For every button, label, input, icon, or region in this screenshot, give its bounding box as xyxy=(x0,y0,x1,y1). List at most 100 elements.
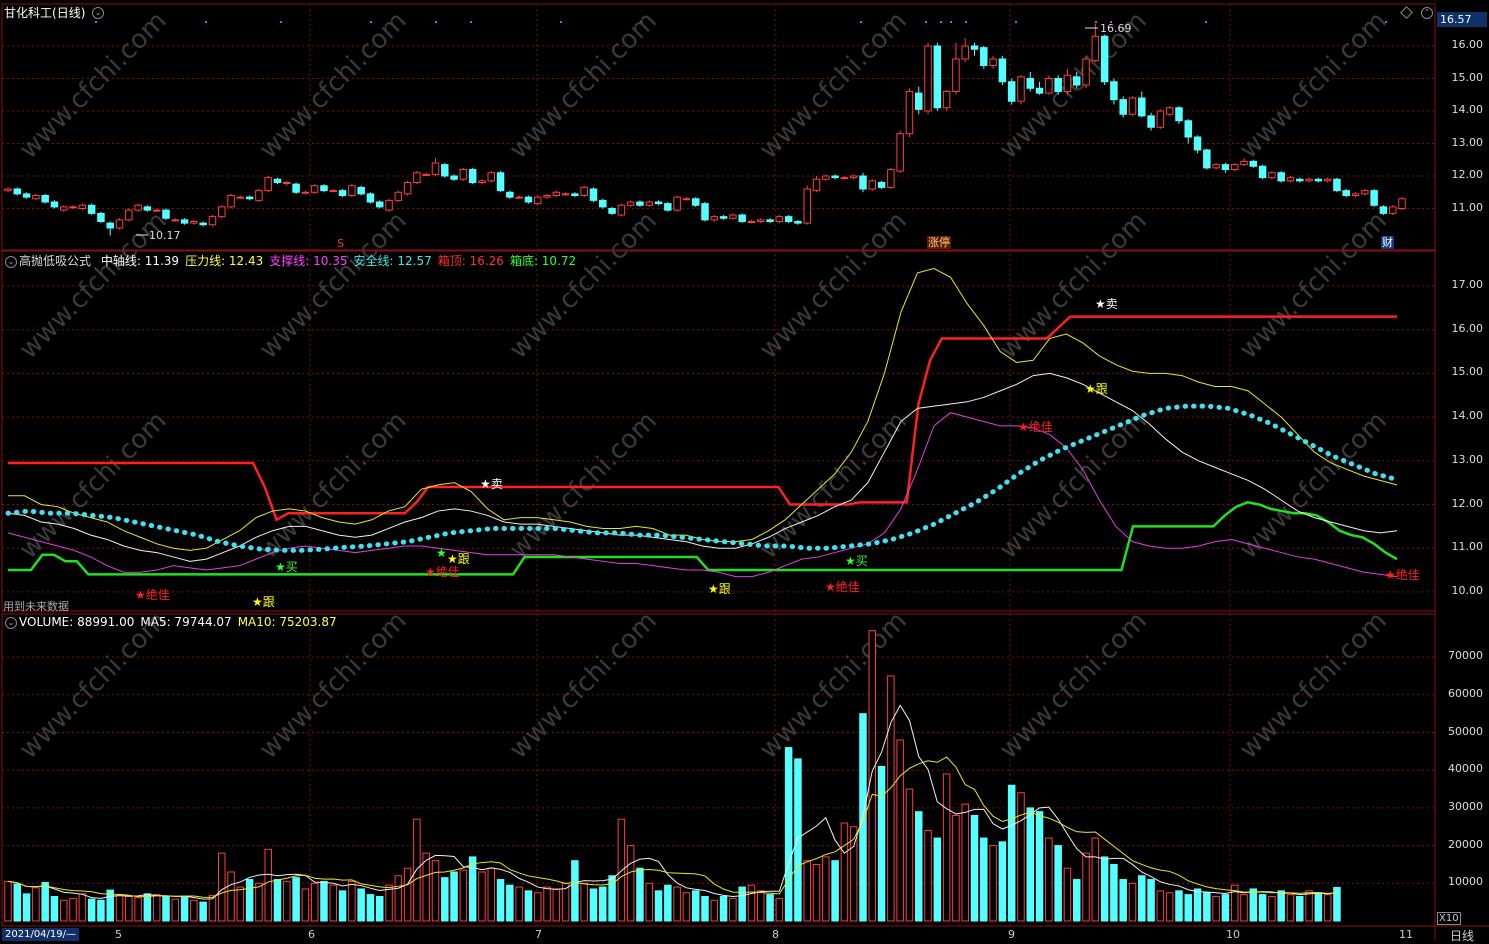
main-panel-settings-icon[interactable]: ⌄ xyxy=(92,7,104,19)
marker-financial[interactable]: 财 xyxy=(1381,236,1394,249)
volume-bar xyxy=(125,895,133,922)
box-top-line xyxy=(8,315,1397,522)
candle xyxy=(561,192,570,196)
candle xyxy=(338,189,347,198)
volume-bar xyxy=(4,880,12,922)
marker-s[interactable]: S xyxy=(337,237,344,250)
candle xyxy=(171,218,180,222)
marker-limit-up[interactable]: 涨停 xyxy=(927,236,951,249)
candle xyxy=(236,195,245,199)
candle xyxy=(989,55,997,69)
candle xyxy=(468,167,477,185)
indicator-tick: 15.00 xyxy=(1451,365,1484,379)
candle xyxy=(1258,164,1267,180)
signal-marker[interactable]: ★卖 xyxy=(1095,297,1118,311)
signal-marker[interactable]: ★跟 xyxy=(708,582,731,596)
volume-bar xyxy=(413,818,421,922)
candle xyxy=(41,193,49,204)
period-selector[interactable]: 日线 xyxy=(1450,929,1475,943)
svg-text:www.cfchi.com: www.cfchi.com xyxy=(254,6,413,165)
volume-bar xyxy=(515,886,523,922)
candle xyxy=(450,174,458,181)
collapse-icon[interactable]: ⌃ xyxy=(1421,7,1433,19)
volume-bar xyxy=(152,894,161,922)
signal-marker[interactable]: ★买 xyxy=(845,554,868,568)
candle xyxy=(1351,192,1360,198)
high-price-label: 16.69 xyxy=(1100,22,1132,35)
signal-marker[interactable]: ★绝佳 xyxy=(1018,420,1053,434)
candle xyxy=(1323,177,1332,183)
candle xyxy=(87,203,96,215)
signal-marker[interactable]: ★绝佳 xyxy=(1385,568,1420,582)
volume-bar xyxy=(180,896,189,922)
candle xyxy=(134,203,142,212)
signal-marker[interactable]: ★跟 xyxy=(447,552,470,566)
candle xyxy=(125,208,133,222)
svg-text:www.cfchi.com: www.cfchi.com xyxy=(254,406,413,565)
candle xyxy=(487,171,496,183)
volume-bar xyxy=(431,860,440,922)
candle xyxy=(1026,72,1035,92)
candle xyxy=(868,179,877,191)
indicator-value-1: 压力线: 12.43 xyxy=(185,254,264,268)
candle xyxy=(747,219,756,224)
candle xyxy=(283,180,291,186)
volume-bar xyxy=(738,886,746,922)
volume-bar xyxy=(803,860,811,922)
candle xyxy=(1119,96,1127,118)
middle-axis-line xyxy=(7,372,1398,562)
signal-marker[interactable]: ★跟 xyxy=(252,595,275,609)
signal-marker[interactable]: ★卖 xyxy=(480,477,503,491)
candle xyxy=(1100,34,1109,85)
volume-bar xyxy=(1249,888,1258,922)
candle xyxy=(1147,112,1155,131)
signal-marker[interactable]: ★买 xyxy=(275,560,298,574)
candle xyxy=(375,200,384,209)
candle xyxy=(13,187,22,196)
volume-bar xyxy=(273,879,282,922)
volume-bar xyxy=(422,852,430,922)
volume-bar xyxy=(199,901,207,922)
volume-bar xyxy=(710,899,719,922)
indicator-settings-icon[interactable]: ⌄ xyxy=(5,256,17,268)
candle xyxy=(784,215,793,224)
volume-bar xyxy=(190,899,198,922)
candle xyxy=(636,200,644,207)
candle xyxy=(329,189,338,193)
svg-text:www.cfchi.com: www.cfchi.com xyxy=(1234,6,1393,165)
signal-marker[interactable]: ★跟 xyxy=(1085,382,1108,396)
candle xyxy=(608,206,616,215)
candle xyxy=(506,190,514,199)
month-tick: 6 xyxy=(308,928,315,941)
svg-text:www.cfchi.com: www.cfchi.com xyxy=(504,606,663,765)
price-tick: 11.00 xyxy=(1451,200,1484,214)
candle xyxy=(1388,205,1397,215)
volume-bar xyxy=(682,892,691,922)
volume-bar xyxy=(1212,895,1220,922)
volume-bar xyxy=(849,826,858,922)
volume-settings-icon[interactable]: ⌄ xyxy=(5,617,17,629)
candle xyxy=(710,215,719,222)
candle xyxy=(589,187,598,202)
volume-bar xyxy=(1054,845,1062,922)
indicator-tick: 14.00 xyxy=(1451,409,1484,423)
signal-marker[interactable]: ★绝佳 xyxy=(135,588,170,602)
candle xyxy=(1314,177,1323,183)
volume-bar xyxy=(980,837,988,922)
signal-marker[interactable]: ★ xyxy=(436,546,447,560)
candle xyxy=(775,215,784,224)
volume-bar xyxy=(1193,888,1202,922)
candle xyxy=(738,213,746,224)
volume-tick: 70000 xyxy=(1448,649,1483,663)
candle xyxy=(4,187,12,193)
candle xyxy=(245,195,254,201)
volume-bar xyxy=(227,871,235,922)
candle xyxy=(143,205,152,212)
candle xyxy=(682,197,691,201)
volume-bar xyxy=(496,879,505,922)
candle xyxy=(1286,176,1295,183)
candle xyxy=(366,192,375,204)
signal-marker[interactable]: ★绝佳 xyxy=(825,580,860,594)
candle xyxy=(1361,189,1369,196)
signal-marker[interactable]: ★绝佳 xyxy=(425,565,460,579)
